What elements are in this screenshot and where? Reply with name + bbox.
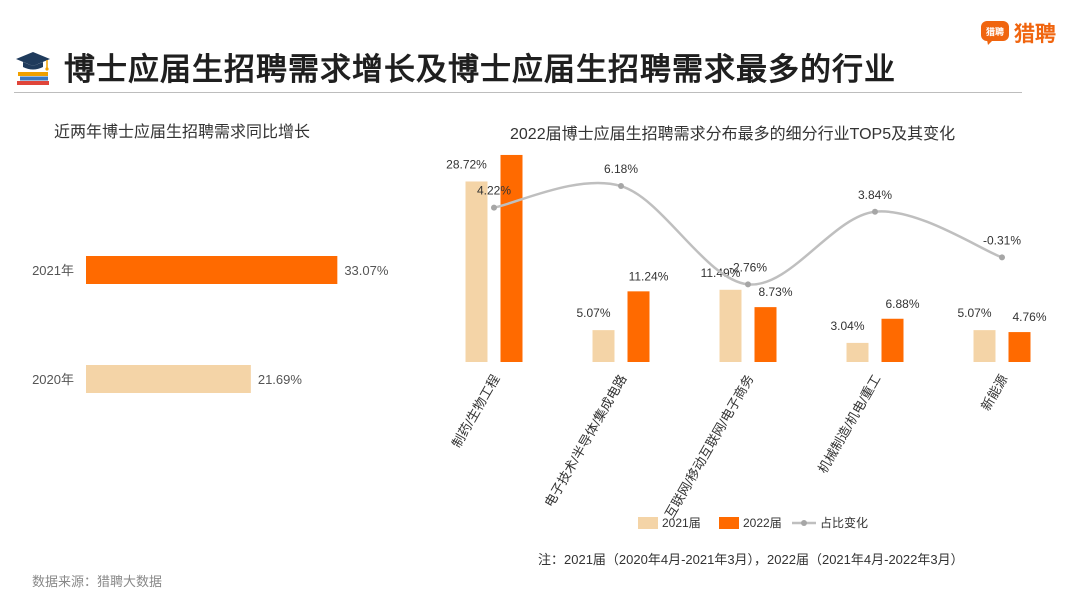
change-value-label: 4.22%: [477, 184, 511, 198]
change-value-label: 3.84%: [858, 188, 892, 202]
category-label: 新能源: [978, 372, 1010, 413]
bar-2022-3: [881, 318, 904, 362]
bar-value-label: 32.94%: [501, 146, 542, 147]
change-value-label: 6.18%: [604, 162, 638, 176]
change-point-3: [872, 208, 878, 215]
bar-value-label: 6.88%: [885, 297, 919, 311]
logo-mark-text: 猎聘: [986, 26, 1004, 37]
data-source: 数据来源：猎聘大数据: [32, 574, 163, 589]
bar-2021-1: [592, 330, 615, 362]
title-divider: [14, 92, 1022, 93]
bar-2022-1: [627, 291, 650, 362]
bar-value-label: 5.07%: [957, 306, 991, 320]
yoy-growth-bar-chart: 2021年 33.07% 2020年 21.69%: [32, 256, 389, 393]
category-label: 制药/生物工程: [449, 372, 503, 450]
bar-2021-2: [719, 289, 742, 362]
logo-text: 猎聘: [1014, 23, 1056, 46]
legend-swatch-2022: [719, 517, 739, 529]
category-label: 机械制造/机电/重工: [815, 372, 884, 476]
bar-value-label: 4.76%: [1012, 310, 1046, 324]
chat-bubble-logo-icon: 猎聘: [981, 21, 1009, 45]
change-point-0: [491, 204, 497, 211]
category-label: 电子技术/半导体/集成电路: [541, 372, 629, 510]
bar-value-label: 11.24%: [629, 269, 669, 283]
bar-value-label: 3.04%: [830, 319, 864, 333]
left-chart-title: 近两年博士应届生招聘需求同比增长: [54, 124, 311, 141]
value-label: 33.07%: [344, 263, 389, 278]
bar-2022-4: [1008, 332, 1031, 362]
bar-value-label: 28.72%: [446, 157, 487, 171]
change-value-label: -0.31%: [983, 233, 1021, 247]
brand-logo: 猎聘 猎聘: [980, 18, 1056, 48]
page-title: 博士应届生招聘需求增长及博士应届生招聘需求最多的行业: [64, 52, 896, 87]
value-label: 21.69%: [258, 372, 303, 387]
category-label: 2020年: [32, 372, 74, 387]
bar-2021-4: [973, 330, 996, 362]
bar-0: [86, 256, 338, 284]
change-point-4: [999, 254, 1005, 261]
bar-2022-2: [754, 307, 777, 362]
legend-line-marker: [801, 520, 807, 526]
category-label: 2021年: [32, 263, 74, 278]
bar-2021-3: [846, 342, 869, 362]
legend-swatch-2021: [638, 517, 658, 529]
bar-2022-0: [500, 154, 523, 362]
bar-value-label: 8.73%: [758, 285, 792, 299]
change-point-1: [618, 183, 624, 190]
category-label: 互联网/移动互联网/电子商务: [662, 372, 757, 521]
legend-label: 占比变化: [820, 515, 868, 530]
industry-top5-combo-chart: 28.72% 32.94% 制药/生物工程 5.07% 11.24% 电子技术/半导体/集…: [446, 146, 1047, 530]
graduation-cap-books-icon: [16, 52, 50, 85]
legend-label: 2022届: [743, 516, 782, 530]
bar-1: [86, 365, 251, 393]
legend-label: 2021届: [662, 516, 701, 530]
right-chart-title: 2022届博士应届生招聘需求分布最多的细分行业TOP5及其变化: [510, 126, 956, 143]
bar-2021-0: [465, 181, 488, 362]
bar-value-label: 5.07%: [576, 306, 610, 320]
change-point-2: [745, 281, 751, 288]
change-value-label: -2.76%: [729, 260, 767, 274]
footnote: 注：2021届（2020年4月-2021年3月），2022届（2021年4月-2…: [538, 552, 964, 567]
